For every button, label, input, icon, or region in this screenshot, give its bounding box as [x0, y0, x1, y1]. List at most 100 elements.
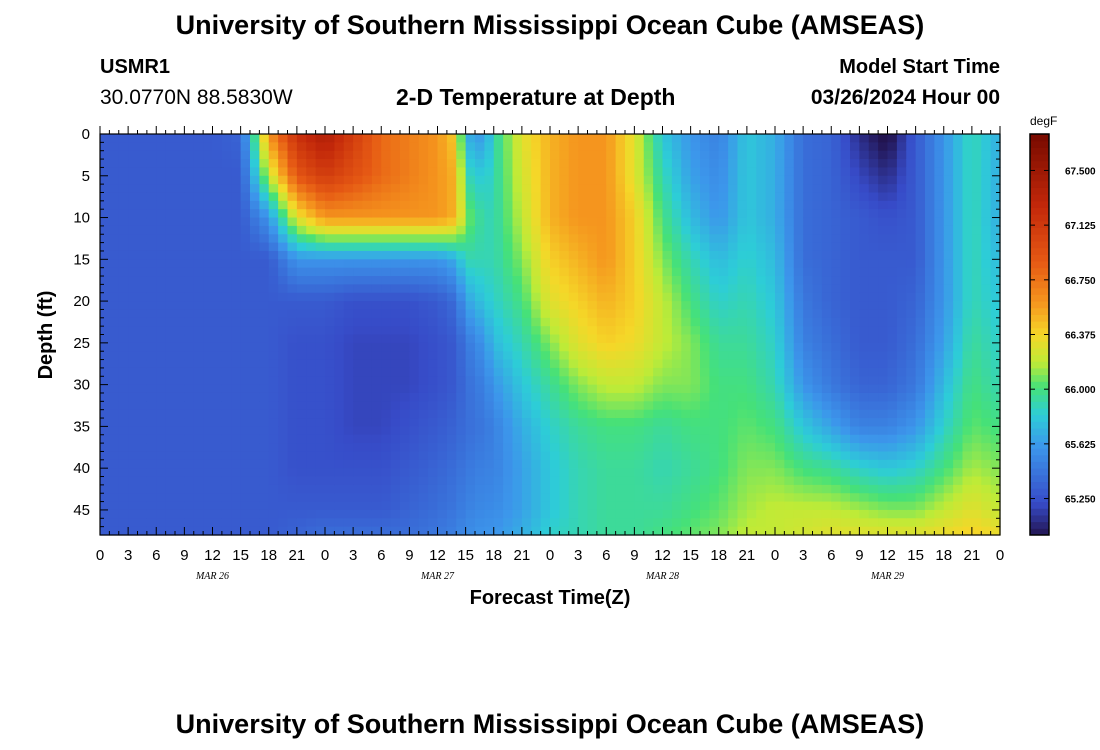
heatmap-cell: [456, 200, 467, 210]
heatmap-cell: [193, 309, 204, 319]
heatmap-cell: [353, 426, 364, 436]
heatmap-cell: [156, 484, 167, 494]
heatmap-cell: [475, 509, 485, 519]
heatmap-cell: [475, 501, 485, 511]
heatmap-cell: [175, 434, 185, 444]
heatmap-cell: [812, 309, 823, 319]
heatmap-cell: [390, 250, 401, 260]
heatmap-cell: [962, 150, 973, 160]
heatmap-cell: [953, 159, 964, 169]
heatmap-cell: [362, 493, 373, 503]
heatmap-cell: [681, 284, 692, 294]
heatmap-cell: [184, 267, 195, 277]
heatmap-cell: [756, 443, 767, 453]
heatmap-cell: [212, 209, 223, 219]
heatmap-cell: [203, 159, 214, 169]
heatmap-cell: [746, 376, 757, 386]
heatmap-cell: [596, 334, 607, 344]
heatmap-cell: [418, 292, 429, 302]
heatmap-cell: [803, 142, 814, 152]
heatmap-cell: [634, 142, 645, 152]
heatmap-cell: [250, 200, 260, 210]
heatmap-cell: [418, 209, 429, 219]
heatmap-cell: [971, 476, 982, 486]
heatmap-cell: [175, 317, 185, 327]
heatmap-cell: [962, 284, 973, 294]
heatmap-cell: [925, 317, 935, 327]
heatmap-cell: [981, 292, 992, 302]
heatmap-cell: [128, 159, 139, 169]
heatmap-cell: [259, 493, 270, 503]
heatmap-cell: [512, 200, 523, 210]
heatmap-cell: [812, 200, 823, 210]
heatmap-cell: [550, 392, 560, 402]
colorbar-segment: [1030, 374, 1049, 382]
heatmap-cell: [981, 501, 992, 511]
heatmap-cell: [653, 384, 664, 394]
heatmap-cell: [212, 426, 223, 436]
heatmap-cell: [718, 443, 729, 453]
heatmap-cell: [109, 250, 120, 260]
heatmap-cell: [943, 426, 954, 436]
heatmap-cell: [231, 259, 242, 269]
heatmap-cell: [531, 225, 542, 235]
heatmap-cell: [578, 509, 589, 519]
heatmap-cell: [156, 468, 167, 478]
heatmap-cell: [559, 476, 570, 486]
heatmap-cell: [109, 409, 120, 419]
heatmap-cell: [118, 409, 129, 419]
heatmap-cell: [718, 259, 729, 269]
heatmap-cell: [109, 384, 120, 394]
heatmap-cell: [390, 159, 401, 169]
heatmap-cell: [681, 384, 692, 394]
heatmap-cell: [146, 518, 157, 528]
heatmap-cell: [596, 342, 607, 352]
heatmap-cell: [850, 134, 860, 143]
heatmap-cell: [765, 509, 776, 519]
heatmap-cell: [756, 301, 767, 311]
heatmap-cell: [456, 326, 467, 336]
heatmap-cell: [531, 217, 542, 227]
heatmap-cell: [887, 184, 898, 194]
heatmap-cell: [943, 259, 954, 269]
heatmap-cell: [446, 284, 457, 294]
heatmap-cell: [296, 192, 307, 202]
heatmap-cell: [409, 376, 420, 386]
heatmap-cell: [484, 284, 495, 294]
heatmap-cell: [859, 292, 870, 302]
heatmap-cell: [821, 250, 832, 260]
heatmap-cell: [878, 284, 889, 294]
heatmap-cell: [193, 526, 204, 536]
heatmap-cell: [737, 484, 748, 494]
heatmap-cell: [484, 493, 495, 503]
heatmap-cell: [446, 468, 457, 478]
heatmap-cell: [221, 501, 232, 511]
colorbar-segment: [1030, 448, 1049, 456]
heatmap-cell: [493, 150, 504, 160]
heatmap-cell: [240, 351, 251, 361]
heatmap-cell: [390, 459, 401, 469]
heatmap-cell: [240, 309, 251, 319]
heatmap-cell: [418, 384, 429, 394]
heatmap-cell: [456, 292, 467, 302]
heatmap-cell: [887, 159, 898, 169]
heatmap-cell: [353, 234, 364, 244]
x-tick-label: 15: [907, 547, 924, 564]
heatmap-cell: [296, 184, 307, 194]
heatmap-cell: [728, 267, 739, 277]
heatmap-cell: [221, 518, 232, 528]
heatmap-cell: [746, 242, 757, 252]
heatmap-cell: [718, 301, 729, 311]
heatmap-cell: [803, 443, 814, 453]
heatmap-cell: [971, 217, 982, 227]
heatmap-cell: [184, 384, 195, 394]
heatmap-cell: [840, 276, 851, 285]
heatmap-cell: [596, 259, 607, 269]
heatmap-cell: [296, 409, 307, 419]
heatmap-cell: [343, 242, 354, 252]
heatmap-cell: [550, 418, 560, 427]
heatmap-cell: [784, 242, 795, 252]
heatmap-cell: [896, 142, 907, 152]
heatmap-cell: [559, 518, 570, 528]
heatmap-cell: [184, 217, 195, 227]
